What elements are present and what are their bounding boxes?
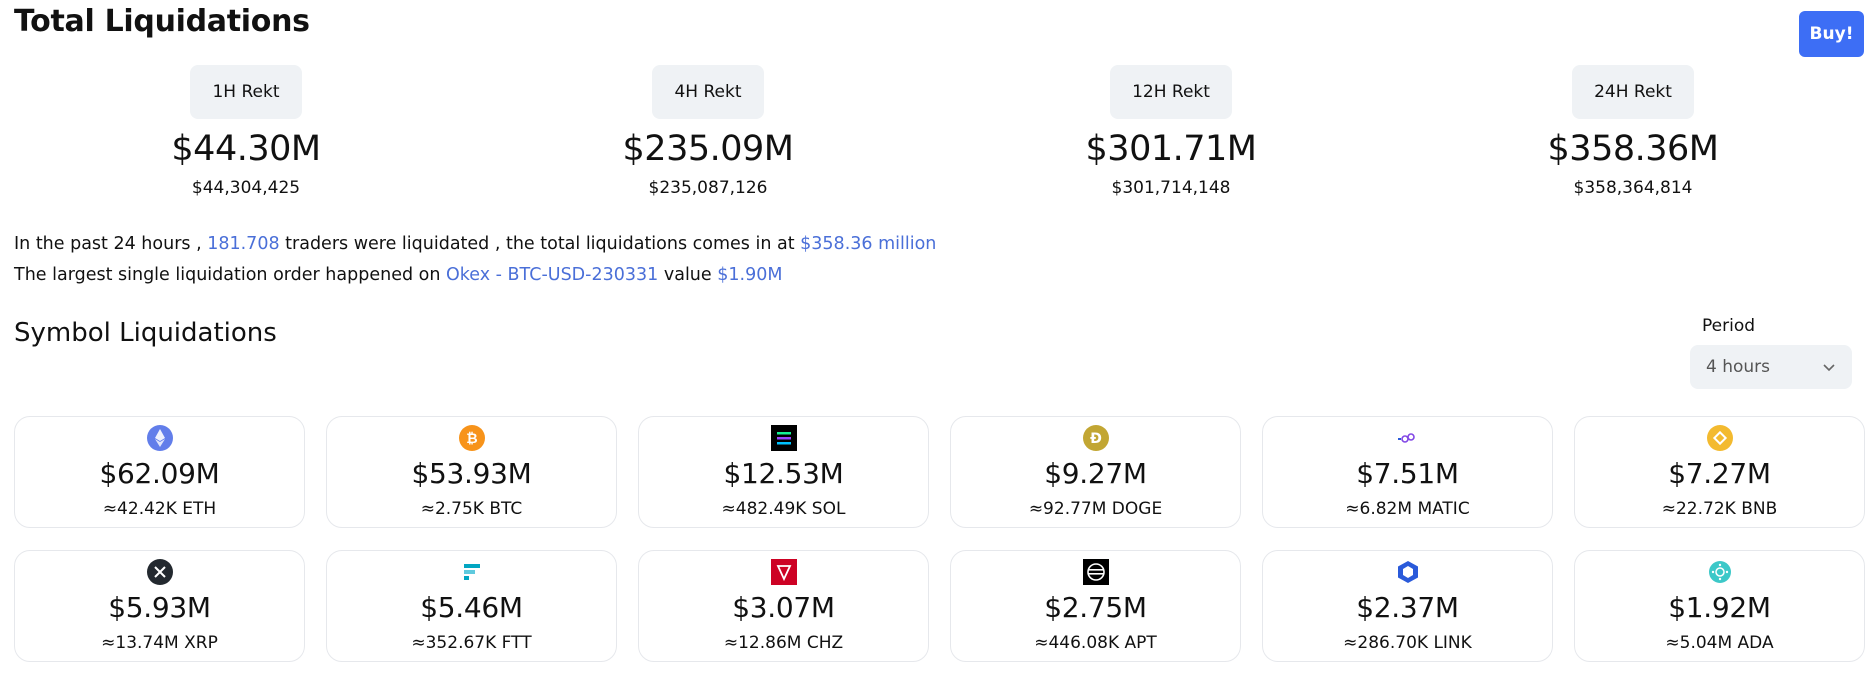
doge-icon: Ð <box>1082 425 1109 451</box>
apt-icon <box>1082 559 1109 585</box>
symbol-quantity: ≈286.70K LINK <box>1343 633 1472 653</box>
symbol-quantity: ≈12.86M CHZ <box>723 633 844 653</box>
rekt-period-pill[interactable]: 4H Rekt <box>652 65 764 119</box>
symbol-quantity: ≈92.77M DOGE <box>1028 499 1163 519</box>
symbol-quantity: ≈22.72K BNB <box>1661 499 1778 519</box>
rekt-value: $301.71M <box>1085 129 1257 169</box>
traders-count: 181.708 <box>207 234 280 254</box>
rekt-period-pill[interactable]: 12H Rekt <box>1110 65 1232 119</box>
symbol-grid: $62.09M ≈42.42K ETH ₿ $53.93M ≈2.75K BTC… <box>14 416 1865 662</box>
period-label: Period <box>1702 316 1756 336</box>
symbol-card-eth[interactable]: $62.09M ≈42.42K ETH <box>14 416 305 528</box>
rekt-exact-value: $358,364,814 <box>1573 178 1693 198</box>
symbol-card-matic[interactable]: $7.51M ≈6.82M MATIC <box>1262 416 1553 528</box>
rekt-1h: 1H Rekt $44.30M $44,304,425 <box>86 65 406 198</box>
rekt-value: $235.09M <box>622 129 794 169</box>
symbol-card-ftt[interactable]: $5.46M ≈352.67K FTT <box>326 550 617 662</box>
rekt-period-pill[interactable]: 1H Rekt <box>190 65 302 119</box>
symbol-quantity: ≈6.82M MATIC <box>1345 499 1470 519</box>
period-select[interactable]: 4 hours <box>1690 345 1852 389</box>
sol-icon <box>770 425 797 451</box>
eth-icon <box>146 425 173 451</box>
bnb-icon <box>1706 425 1733 451</box>
symbol-card-xrp[interactable]: $5.93M ≈13.74M XRP <box>14 550 305 662</box>
total-liquidations: $358.36 million <box>800 234 937 254</box>
symbol-quantity: ≈42.42K ETH <box>102 499 217 519</box>
summary-line-2: The largest single liquidation order hap… <box>14 260 936 291</box>
rekt-4h: 4H Rekt $235.09M $235,087,126 <box>548 65 868 198</box>
symbol-card-link[interactable]: $2.37M ≈286.70K LINK <box>1262 550 1553 662</box>
link-icon <box>1395 559 1421 585</box>
symbol-amount: $3.07M <box>732 591 835 624</box>
symbol-amount: $7.51M <box>1356 457 1459 490</box>
symbol-amount: $2.75M <box>1044 591 1147 624</box>
symbol-amount: $1.92M <box>1668 591 1771 624</box>
symbol-card-chz[interactable]: $3.07M ≈12.86M CHZ <box>638 550 929 662</box>
symbol-card-bnb[interactable]: $7.27M ≈22.72K BNB <box>1574 416 1865 528</box>
symbol-card-ada[interactable]: $1.92M ≈5.04M ADA <box>1574 550 1865 662</box>
symbol-amount: $5.46M <box>420 591 523 624</box>
largest-order-exchange-link[interactable]: Okex - BTC-USD-230331 <box>446 265 659 285</box>
symbol-amount: $53.93M <box>411 457 532 490</box>
symbol-amount: $5.93M <box>108 591 211 624</box>
symbol-amount: $7.27M <box>1668 457 1771 490</box>
chevron-down-icon <box>1823 364 1835 372</box>
summary-text: The largest single liquidation order hap… <box>14 265 441 285</box>
symbol-card-btc[interactable]: ₿ $53.93M ≈2.75K BTC <box>326 416 617 528</box>
svg-text:Ð: Ð <box>1090 431 1102 447</box>
summary-text: traders were liquidated , the total liqu… <box>285 234 795 254</box>
summary-text: value <box>663 265 712 285</box>
rekt-12h: 12H Rekt $301.71M $301,714,148 <box>1011 65 1331 198</box>
symbol-amount: $12.53M <box>723 457 844 490</box>
symbol-quantity: ≈2.75K BTC <box>420 499 523 519</box>
symbol-quantity: ≈446.08K APT <box>1034 633 1157 653</box>
symbol-amount: $2.37M <box>1356 591 1459 624</box>
matic-icon <box>1395 425 1421 451</box>
rekt-exact-value: $235,087,126 <box>648 178 768 198</box>
symbol-amount: $62.09M <box>99 457 220 490</box>
rekt-value: $358.36M <box>1547 129 1719 169</box>
rekt-24h: 24H Rekt $358.36M $358,364,814 <box>1473 65 1793 198</box>
chz-icon <box>770 559 797 585</box>
symbol-card-doge[interactable]: Ð $9.27M ≈92.77M DOGE <box>950 416 1241 528</box>
symbol-card-sol[interactable]: $12.53M ≈482.49K SOL <box>638 416 929 528</box>
symbol-quantity: ≈13.74M XRP <box>101 633 218 653</box>
rekt-exact-value: $44,304,425 <box>191 178 301 198</box>
summary-text: In the past 24 hours , <box>14 234 202 254</box>
buy-button[interactable]: Buy! <box>1799 11 1864 57</box>
symbol-amount: $9.27M <box>1044 457 1147 490</box>
page-title: Total Liquidations <box>14 4 310 39</box>
rekt-value: $44.30M <box>171 129 321 169</box>
rekt-period-pill[interactable]: 24H Rekt <box>1572 65 1694 119</box>
period-selected-value: 4 hours <box>1706 357 1771 377</box>
section-title: Symbol Liquidations <box>14 318 277 348</box>
largest-order-value: $1.90M <box>717 265 783 285</box>
ada-icon <box>1707 559 1733 585</box>
symbol-quantity: ≈5.04M ADA <box>1665 633 1774 653</box>
summary-line-1: In the past 24 hours , 181.708 traders w… <box>14 229 936 260</box>
btc-icon: ₿ <box>458 425 485 451</box>
symbol-quantity: ≈352.67K FTT <box>411 633 532 653</box>
symbol-card-apt[interactable]: $2.75M ≈446.08K APT <box>950 550 1241 662</box>
liquidation-summary: In the past 24 hours , 181.708 traders w… <box>14 229 936 291</box>
rekt-exact-value: $301,714,148 <box>1111 178 1231 198</box>
xrp-icon <box>146 559 173 585</box>
ftt-icon <box>459 559 485 585</box>
svg-text:₿: ₿ <box>466 431 477 447</box>
symbol-quantity: ≈482.49K SOL <box>721 499 846 519</box>
